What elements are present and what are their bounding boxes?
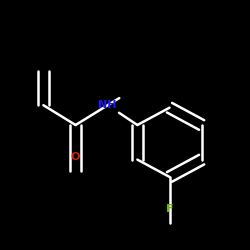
Text: O: O [71,152,80,162]
Text: NH: NH [98,100,117,110]
Text: F: F [166,204,173,214]
